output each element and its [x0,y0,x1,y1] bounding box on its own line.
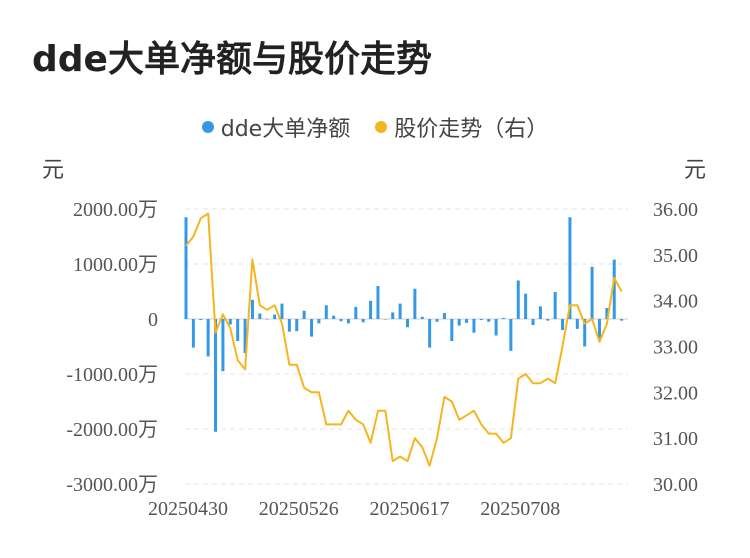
dde-bar[interactable] [376,286,380,319]
right-unit-label: 元 [684,158,706,183]
dde-bar[interactable] [553,292,557,319]
legend-label-price: 股价走势（右） [394,117,549,142]
right-tick-label: 32.00 [653,382,698,404]
legend-dot-price [375,121,388,133]
legend-label-dde: dde大单净额 [220,117,351,142]
dde-bar[interactable] [472,319,476,333]
left-unit-label: 元 [42,158,64,183]
dde-bar[interactable] [457,319,461,326]
dde-bar[interactable] [450,319,454,341]
dde-bar[interactable] [236,319,240,341]
right-tick-label: 31.00 [653,428,698,450]
dde-bar[interactable] [250,299,254,319]
left-tick-label: 0 [148,309,158,331]
dde-bar[interactable] [538,306,542,319]
dde-bar[interactable] [428,319,432,348]
dde-bar[interactable] [287,319,291,332]
dde-bar[interactable] [265,319,269,320]
dde-bar[interactable] [575,319,579,329]
dde-bar[interactable] [302,310,306,319]
legend: dde大单净额 股价走势（右） [0,111,750,143]
left-tick-label: 1000.00万 [73,254,158,276]
dde-bar[interactable] [280,303,284,319]
dde-bar[interactable] [273,314,277,319]
dde-bar[interactable] [561,319,565,330]
dde-bar[interactable] [465,319,469,323]
x-tick-label: 20250617 [370,498,450,520]
dde-bar[interactable] [391,312,395,319]
dde-bar[interactable] [354,306,358,319]
x-tick-label: 20250430 [148,498,228,520]
legend-item-price[interactable]: 股价走势（右） [375,111,548,143]
dde-bar[interactable] [317,319,321,324]
dde-bar[interactable] [184,217,188,319]
dde-bar[interactable] [191,319,195,348]
dde-bar[interactable] [332,315,336,319]
dde-bar[interactable] [413,288,417,319]
dde-bar[interactable] [420,316,424,319]
dde-bar[interactable] [546,319,550,321]
dde-bar[interactable] [324,305,328,319]
legend-dot-dde [201,121,214,133]
dde-bar[interactable] [516,280,520,320]
right-axis: 36.00 35.00 34.00 33.00 32.00 31.00 30.00 [653,199,698,496]
dde-bar[interactable] [583,319,587,347]
x-axis: 20250430 20250526 20250617 20250708 [148,498,560,520]
bar-series [184,217,624,432]
left-axis: 2000.00万 1000.00万 0 -1000.00万 -2000.00万 -3000… [66,199,158,496]
dde-bar[interactable] [206,319,210,357]
dde-bar[interactable] [494,319,498,336]
dde-bar[interactable] [369,300,373,319]
dde-bar[interactable] [612,259,616,319]
dde-bar[interactable] [479,319,483,321]
dde-bar[interactable] [295,319,299,332]
left-tick-label: 2000.00万 [73,199,158,221]
dde-bar[interactable] [406,319,409,328]
dde-bar[interactable] [590,266,594,319]
dde-bar[interactable] [435,319,439,322]
dde-bar[interactable] [509,319,513,351]
x-tick-label: 20250526 [259,498,339,520]
dde-bar[interactable] [568,217,572,319]
x-tick-label: 20250708 [480,498,560,520]
right-tick-label: 33.00 [653,337,698,359]
dde-bar[interactable] [243,319,247,354]
dde-bar[interactable] [199,319,203,321]
dde-bar[interactable] [620,319,624,321]
left-tick-label: -2000.00万 [66,419,158,441]
dde-bar[interactable] [524,293,528,319]
dde-bar[interactable] [346,319,350,324]
price-series [185,212,623,467]
dde-bar[interactable] [531,319,535,326]
dde-bar[interactable] [221,319,225,372]
price-line[interactable] [185,212,623,467]
right-tick-label: 35.00 [653,245,698,267]
dde-bar[interactable] [398,303,402,319]
dde-bar[interactable] [501,317,505,319]
dde-bar[interactable] [339,319,343,322]
dde-bar[interactable] [258,313,262,320]
left-tick-label: -3000.00万 [66,474,158,496]
left-tick-label: -1000.00万 [66,364,158,386]
dde-bar[interactable] [361,319,365,323]
dde-bar[interactable] [214,319,218,432]
dde-bar[interactable] [597,319,601,339]
dde-bar[interactable] [310,319,314,337]
dde-bar[interactable] [605,308,609,319]
right-tick-label: 36.00 [653,199,698,221]
dde-bar[interactable] [487,319,491,322]
dde-bar[interactable] [228,319,232,325]
right-tick-label: 30.00 [653,474,698,496]
legend-item-dde[interactable]: dde大单净额 [201,111,351,143]
dde-bar[interactable] [383,319,387,320]
right-tick-label: 34.00 [653,291,698,313]
dde-bar[interactable] [442,312,446,319]
chart-title: dde大单净额与股价走势 [32,39,432,80]
